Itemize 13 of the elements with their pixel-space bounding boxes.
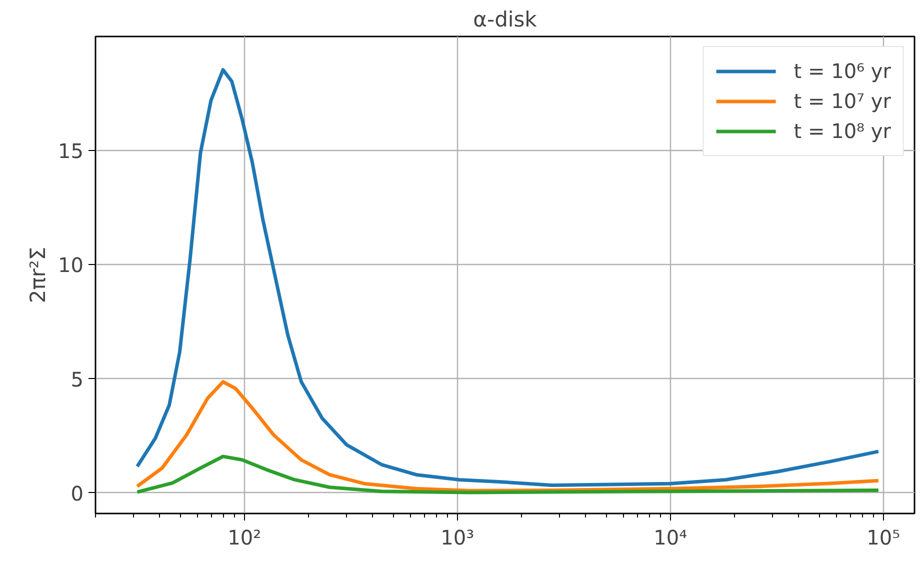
y-tick-label: 0 [70, 481, 84, 506]
y-axis-title: 2πr²Σ [26, 246, 50, 304]
y-tick-label: 10 [58, 253, 84, 278]
x-tick-label: 10⁴ [654, 526, 688, 550]
legend-label: t = 10⁷ yr [794, 89, 891, 113]
x-tick-label: 10³ [440, 526, 474, 550]
legend-label: t = 10⁶ yr [794, 59, 891, 83]
legend-label: t = 10⁸ yr [794, 119, 891, 143]
x-tick-label: 10² [228, 526, 262, 550]
y-tick-label: 5 [70, 367, 84, 392]
x-tick-label: 10⁵ [866, 526, 900, 550]
chart-title: α-disk [473, 8, 538, 32]
y-tick-label: 15 [58, 139, 84, 164]
